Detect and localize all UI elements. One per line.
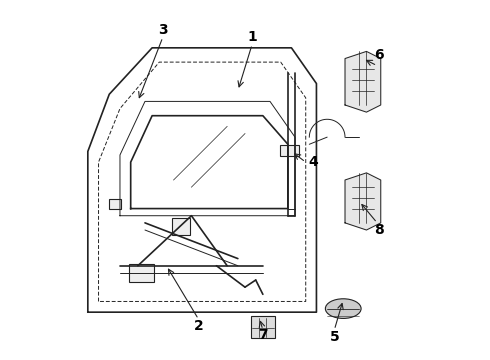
Text: 6: 6: [374, 48, 384, 62]
FancyBboxPatch shape: [109, 199, 121, 209]
Ellipse shape: [325, 299, 361, 319]
Text: 8: 8: [374, 223, 384, 237]
FancyBboxPatch shape: [280, 145, 299, 156]
Text: 2: 2: [194, 319, 203, 333]
Polygon shape: [345, 173, 381, 230]
FancyBboxPatch shape: [129, 264, 154, 282]
Text: 7: 7: [258, 328, 268, 342]
Text: 3: 3: [158, 23, 168, 37]
Text: 5: 5: [329, 330, 339, 344]
Polygon shape: [345, 51, 381, 112]
Text: 1: 1: [247, 30, 257, 44]
FancyBboxPatch shape: [251, 316, 275, 338]
Text: 4: 4: [308, 155, 318, 169]
FancyBboxPatch shape: [172, 217, 190, 235]
